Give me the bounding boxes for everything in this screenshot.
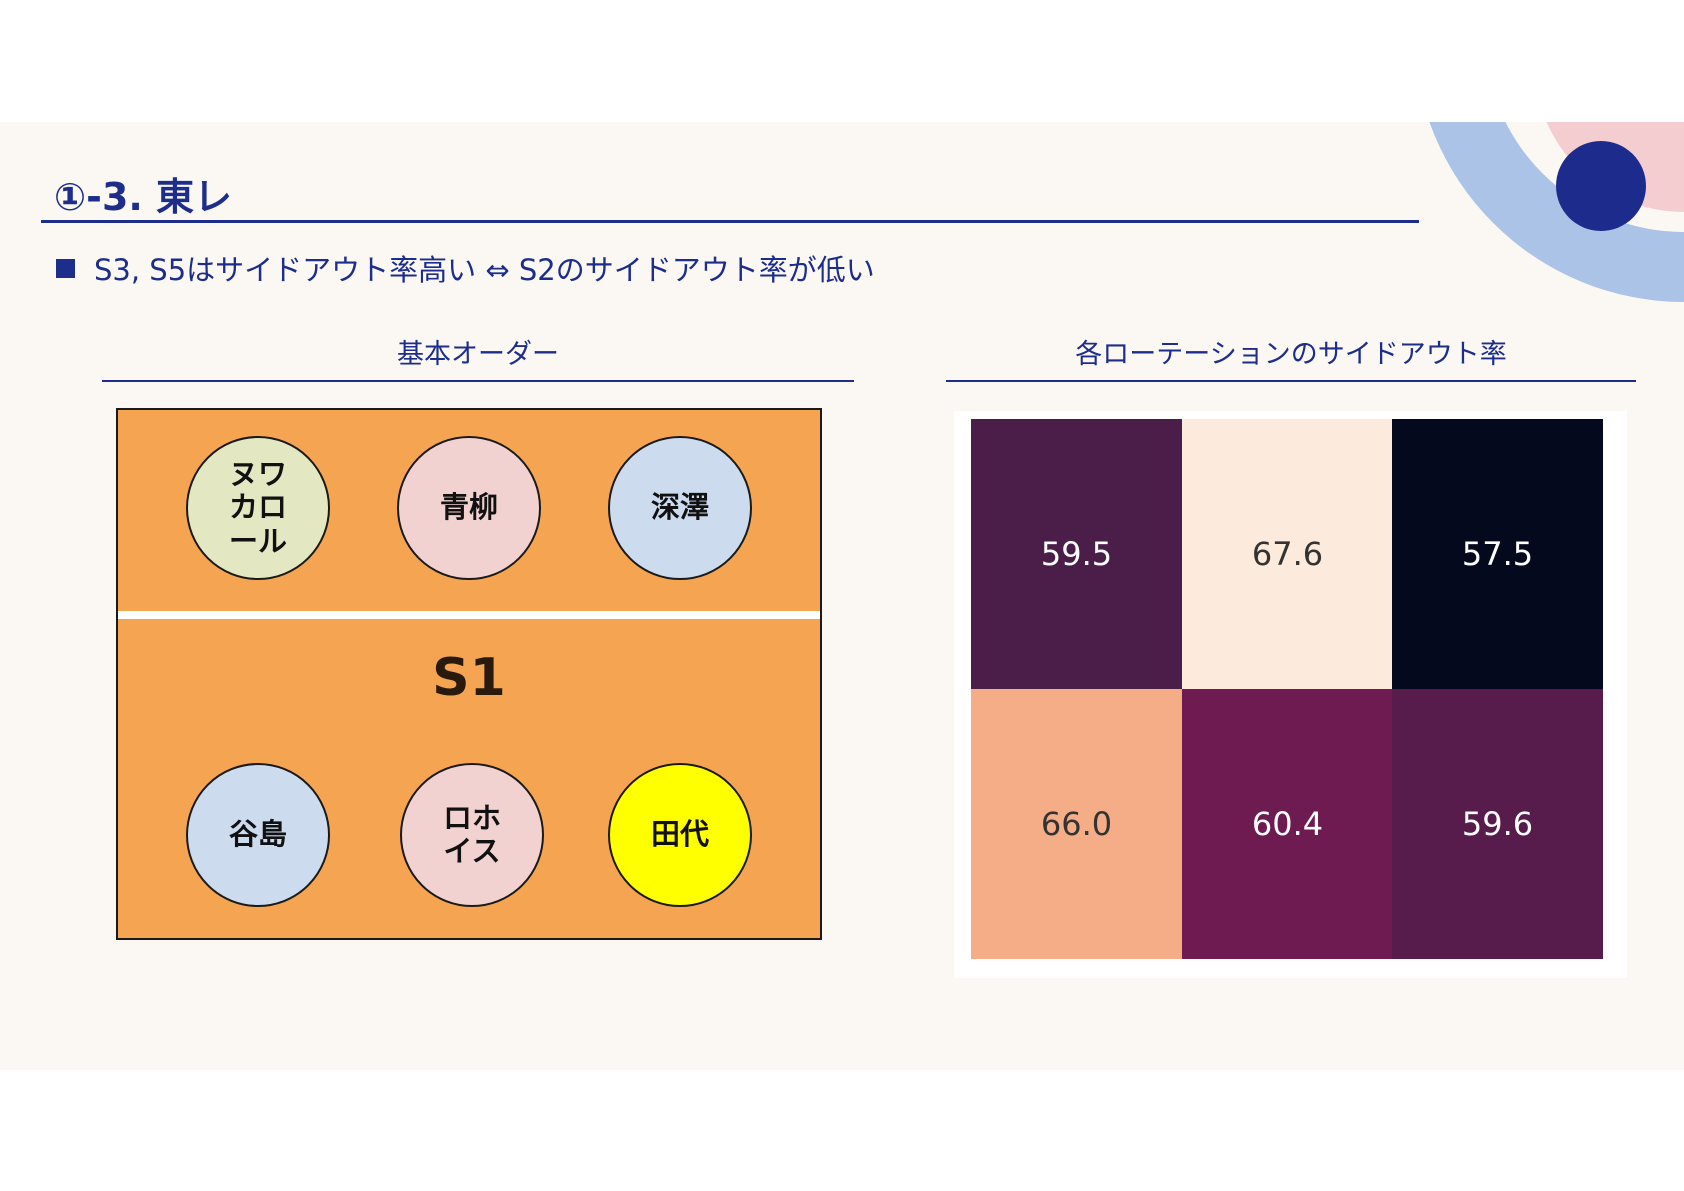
heatmap-cell-label: 57.5	[1461, 535, 1534, 573]
page-title: ①-3. 東レ	[54, 175, 233, 219]
heatmap-cell-label: 66.0	[1040, 805, 1113, 843]
volleyball-court: S1 ヌワカロール 青柳 深澤 谷島 ロホイス 田代	[116, 408, 822, 940]
heatmap-section-rule	[946, 380, 1636, 382]
heatmap-cell-r2c2: 60.4	[1182, 689, 1393, 959]
heatmap-cell-r1c3: 57.5	[1392, 419, 1603, 689]
player-name: ヌワカロール	[228, 456, 287, 558]
bullet-text: S3, S5はサイドアウト率高い ⇔ S2のサイドアウト率が低い	[94, 253, 875, 287]
player-front-left: ヌワカロール	[186, 436, 330, 580]
heatmap-cell-r1c1: 59.5	[971, 419, 1182, 689]
heatmap-cell-r2c1: 66.0	[971, 689, 1182, 959]
rotation-label: S1	[432, 648, 506, 708]
slide: ①-3. 東レ S3, S5はサイドアウト率高い ⇔ S2のサイドアウト率が低い…	[0, 122, 1684, 1070]
lineup-section-title: 基本オーダー	[397, 339, 559, 370]
lineup-section-rule	[102, 380, 854, 382]
heatmap-cell-label: 59.6	[1461, 805, 1534, 843]
title-underline	[41, 220, 1419, 223]
bullet-square-icon	[56, 258, 75, 278]
heatmap-cell-r1c2: 67.6	[1182, 419, 1393, 689]
decorative-arcs	[1429, 122, 1684, 302]
heatmap-cell-label: 60.4	[1251, 805, 1324, 843]
player-name: ロホイス	[442, 800, 501, 868]
heatmap-cell-label: 67.6	[1251, 535, 1324, 573]
heatmap-panel: 59.5 67.6 57.5 66.0 60.4 59.6	[954, 411, 1627, 978]
player-back-left: 谷島	[186, 763, 330, 907]
player-name: 深澤	[650, 490, 709, 525]
heatmap-cell-r2c3: 59.6	[1392, 689, 1603, 959]
bullet-point: S3, S5はサイドアウト率高い ⇔ S2のサイドアウト率が低い	[56, 248, 875, 288]
player-front-center: 青柳	[397, 436, 541, 580]
heatmap-section-title: 各ローテーションのサイドアウト率	[1075, 339, 1507, 370]
player-name: 青柳	[439, 490, 498, 525]
player-name: 田代	[650, 817, 709, 852]
heatmap-cell-label: 59.5	[1040, 535, 1113, 573]
player-back-center: ロホイス	[400, 763, 544, 907]
player-name: 谷島	[228, 817, 287, 852]
player-front-right: 深澤	[608, 436, 752, 580]
court-net-line	[118, 611, 820, 619]
player-back-right: 田代	[608, 763, 752, 907]
